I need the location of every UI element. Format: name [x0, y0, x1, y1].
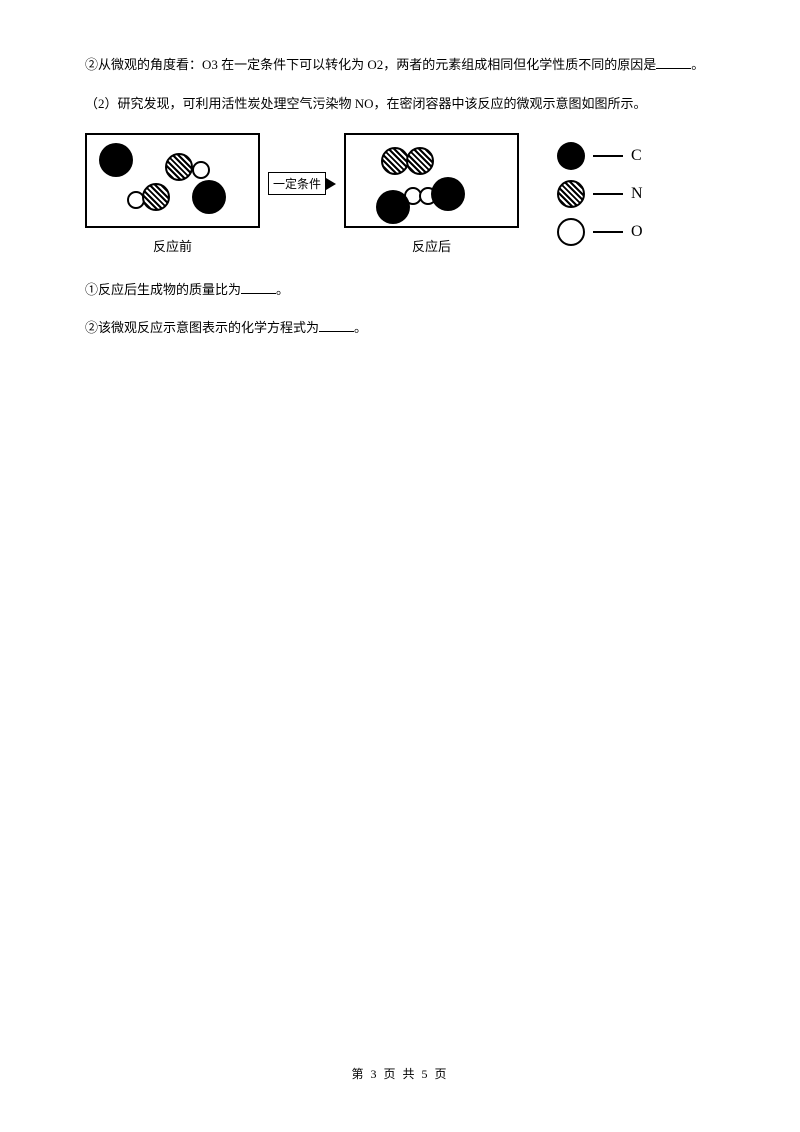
q2-2-text: ②该微观反应示意图表示的化学方程式为 [85, 320, 319, 335]
legend-o-label: O [631, 223, 643, 241]
legend-c-label: C [631, 147, 642, 165]
o-atom-icon [192, 161, 210, 179]
question-1-2: ②从微观的角度看：O3 在一定条件下可以转化为 O2，两者的元素组成相同但化学性… [85, 55, 715, 76]
n-atom-icon [381, 147, 409, 175]
c-atom-icon [192, 180, 226, 214]
q2-1-text: ①反应后生成物的质量比为 [85, 282, 241, 297]
blank-1 [656, 55, 691, 69]
reaction-diagram: 反应前 一定条件 反应后 C N O [85, 133, 715, 255]
question-2-1: ①反应后生成物的质量比为 。 [85, 280, 715, 301]
legend-n-label: N [631, 185, 643, 203]
q2-text: （2）研究发现，可利用活性炭处理空气污染物 NO，在密闭容器中该反应的微观示意图… [85, 96, 647, 111]
question-2-intro: （2）研究发现，可利用活性炭处理空气污染物 NO，在密闭容器中该反应的微观示意图… [85, 94, 715, 115]
nitrogen-atom-icon [557, 180, 585, 208]
arrow-section: 一定条件 [268, 172, 336, 215]
legend-dash-icon [593, 155, 623, 157]
q2-1-period: 。 [276, 282, 289, 297]
question-2-2: ②该微观反应示意图表示的化学方程式为 。 [85, 318, 715, 339]
legend-dash-icon [593, 193, 623, 195]
c-atom-icon [431, 177, 465, 211]
before-reaction-box [85, 133, 260, 228]
arrow-head-icon [326, 178, 336, 190]
q1-2-text: ②从微观的角度看：O3 在一定条件下可以转化为 O2，两者的元素组成相同但化学性… [85, 57, 656, 72]
n-atom-icon [406, 147, 434, 175]
before-label: 反应前 [153, 236, 192, 255]
blank-2 [241, 280, 276, 294]
n-atom-icon [165, 153, 193, 181]
after-box-wrapper: 反应后 [344, 133, 519, 255]
c-atom-icon [376, 190, 410, 224]
page-footer: 第 3 页 共 5 页 [0, 1065, 800, 1082]
reaction-arrow: 一定条件 [268, 172, 336, 195]
legend-dash-icon [593, 231, 623, 233]
carbon-atom-icon [557, 142, 585, 170]
before-box-wrapper: 反应前 [85, 133, 260, 255]
legend: C N O [557, 142, 643, 246]
arrow-condition-label: 一定条件 [268, 172, 326, 195]
oxygen-atom-icon [557, 218, 585, 246]
after-reaction-box [344, 133, 519, 228]
q1-2-period: 。 [691, 57, 704, 72]
n-atom-icon [142, 183, 170, 211]
legend-carbon: C [557, 142, 643, 170]
c-atom-icon [99, 143, 133, 177]
after-label: 反应后 [412, 236, 451, 255]
legend-oxygen: O [557, 218, 643, 246]
q2-2-period: 。 [354, 320, 367, 335]
blank-3 [319, 318, 354, 332]
legend-nitrogen: N [557, 180, 643, 208]
